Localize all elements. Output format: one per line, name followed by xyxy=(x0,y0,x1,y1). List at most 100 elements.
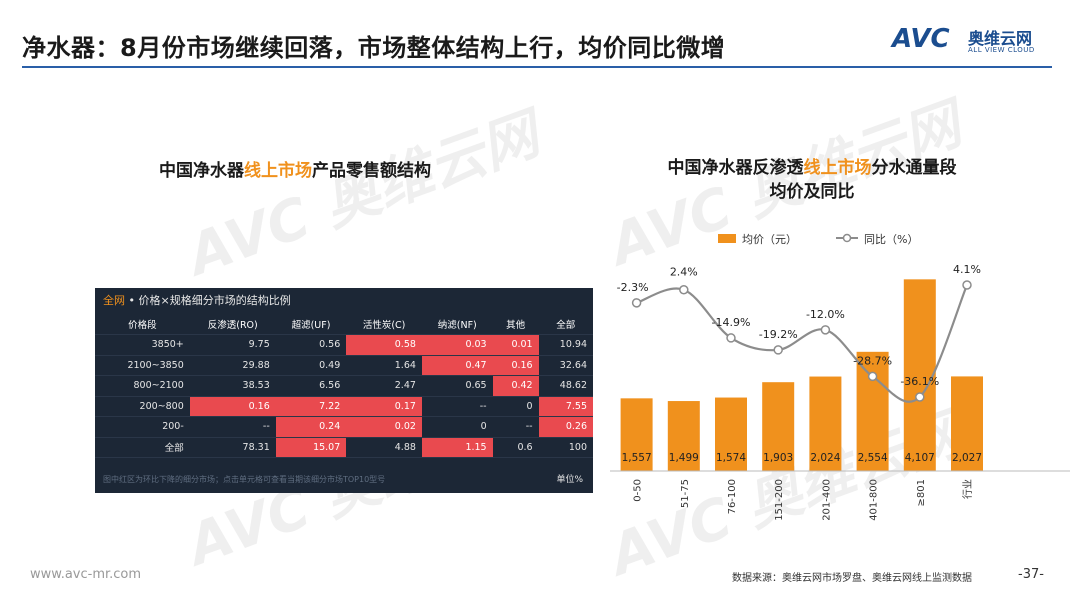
category-label: 76-100 xyxy=(727,479,738,514)
market-structure-panel: 全网 • 价格×规格细分市场的结构比例 价格段 反渗透(RO) 超滤(UF) 活性炭(… xyxy=(95,288,593,493)
price-segment-cell: 200~800 xyxy=(95,396,190,417)
share-cell[interactable]: 0.24 xyxy=(275,416,347,438)
footer-url[interactable]: www.avc-mr.com xyxy=(30,567,142,582)
share-cell[interactable]: 0.02 xyxy=(346,416,422,438)
yoy-label: -2.3% xyxy=(617,281,649,294)
table-row: 800~2100 38.53 6.56 2.47 0.65 0.42 48.62 xyxy=(95,375,593,397)
column-header: 全部 xyxy=(538,314,593,335)
title-divider xyxy=(22,66,1052,68)
table-row: 2100~3850 29.88 0.49 1.64 0.47 0.16 32.64 xyxy=(95,355,593,376)
yoy-label: 4.1% xyxy=(953,263,981,276)
left-title-pre: 中国净水器 xyxy=(159,161,244,181)
share-cell[interactable]: 6.56 xyxy=(275,375,347,397)
yoy-label: 2.4% xyxy=(670,266,698,279)
avc-logo: AVC 奥维云网 ALL VIEW CLOUD xyxy=(892,24,1052,58)
bar xyxy=(903,279,936,471)
table-row: 200- -- 0.24 0.02 0 -- 0.26 xyxy=(95,416,593,438)
logo-cn: 奥维云网 xyxy=(968,29,1033,48)
yoy-label: -28.7% xyxy=(853,354,892,367)
bar xyxy=(951,376,983,471)
price-segment-cell: 200- xyxy=(95,416,190,438)
share-cell[interactable]: 0.42 xyxy=(492,375,539,397)
left-section-title: 中国净水器线上市场产品零售额结构 xyxy=(95,156,495,181)
panel-header-text: • 价格×规格细分市场的结构比例 xyxy=(125,294,291,307)
share-cell[interactable]: 7.22 xyxy=(275,396,347,417)
share-cell[interactable]: 0.49 xyxy=(275,355,347,376)
share-cell[interactable]: 0.26 xyxy=(538,416,593,438)
bar-value-label: 2,024 xyxy=(810,452,840,464)
price-segment-cell: 2100~3850 xyxy=(95,355,190,376)
share-cell[interactable]: 32.64 xyxy=(538,355,593,376)
left-title-post: 产品零售额结构 xyxy=(312,161,431,181)
yoy-point xyxy=(679,284,689,295)
right-section-title: 中国净水器反渗透线上市场分水通量段 均价及同比 xyxy=(622,156,1002,204)
table-footnote: 图中红区为环比下降的细分市场；点击单元格可查看当期该细分市场TOP10型号 xyxy=(103,475,386,484)
share-cell[interactable]: -- xyxy=(189,416,276,438)
yoy-point xyxy=(867,371,878,382)
share-cell[interactable]: 4.88 xyxy=(346,437,422,458)
bar xyxy=(620,398,653,471)
right-title-line2: 均价及同比 xyxy=(769,182,855,202)
share-cell[interactable]: 0.6 xyxy=(492,437,539,458)
bar xyxy=(809,376,842,471)
share-cell[interactable]: 1.15 xyxy=(421,437,493,458)
share-cell[interactable]: 0.58 xyxy=(346,334,422,356)
share-cell[interactable]: 0.01 xyxy=(492,334,539,356)
column-header: 反渗透(RO) xyxy=(189,314,276,335)
bar-value-label: 1,903 xyxy=(763,452,793,464)
table-header-row: 价格段 反渗透(RO) 超滤(UF) 活性炭(C) 纳滤(NF) 其他 全部 xyxy=(95,314,593,335)
share-cell[interactable]: 0.16 xyxy=(189,396,276,417)
category-label: 401-800 xyxy=(869,479,880,521)
yoy-point xyxy=(726,333,736,343)
share-cell[interactable]: 0 xyxy=(421,416,493,438)
panel-header: 全网 • 价格×规格细分市场的结构比例 xyxy=(103,292,291,308)
yoy-point xyxy=(631,298,642,308)
column-header: 价格段 xyxy=(95,314,190,335)
panel-header-all[interactable]: 全网 xyxy=(103,294,125,307)
yoy-point xyxy=(773,345,783,355)
watermark: AVC 奥维云网 xyxy=(179,101,548,289)
share-cell[interactable]: 0.03 xyxy=(421,334,493,356)
table-unit: 单位% xyxy=(556,475,583,485)
category-label: 151-200 xyxy=(774,479,785,521)
data-source: 数据来源：奥维云网市场罗盘、奥维云网线上监测数据 xyxy=(732,573,972,584)
yoy-point xyxy=(820,325,831,335)
price-segment-cell: 800~2100 xyxy=(95,375,190,397)
share-cell[interactable]: 100 xyxy=(538,437,593,458)
category-label: 201-400 xyxy=(821,479,832,521)
share-cell[interactable]: 0.16 xyxy=(492,355,539,376)
share-cell[interactable]: 10.94 xyxy=(538,334,593,356)
share-cell[interactable]: 78.31 xyxy=(189,437,276,458)
share-cell[interactable]: -- xyxy=(421,396,493,417)
right-title-pre: 中国净水器反渗透 xyxy=(667,158,804,178)
table-body: 3850+ 9.75 0.56 0.58 0.03 0.01 10.94 2100~3850 2… xyxy=(95,334,593,458)
legend-bar-swatch xyxy=(718,234,736,243)
bar xyxy=(715,397,747,471)
table-row: 全部 78.31 15.07 4.88 1.15 0.6 100 xyxy=(95,437,593,458)
share-cell[interactable]: 0 xyxy=(492,396,539,417)
share-cell[interactable]: 2.47 xyxy=(346,375,422,397)
share-cell[interactable]: 48.62 xyxy=(538,375,593,397)
yoy-label: -36.1% xyxy=(900,375,939,388)
category-label: 0-50 xyxy=(633,479,644,502)
share-cell[interactable]: -- xyxy=(492,416,539,438)
logo-mark: AVC xyxy=(892,24,950,54)
avg-price-chart: 均价（元） 同比（%） 1,557 0-50 1,499 51-75 1,574 76-100… xyxy=(610,233,1070,521)
legend-line-label: 同比（%） xyxy=(864,233,918,246)
share-cell[interactable]: 9.75 xyxy=(189,334,276,356)
share-cell[interactable]: 1.64 xyxy=(346,355,422,376)
share-cell[interactable]: 0.47 xyxy=(421,355,493,376)
share-cell[interactable]: 0.56 xyxy=(275,334,347,356)
share-cell[interactable]: 0.65 xyxy=(421,375,493,397)
share-cell[interactable]: 38.53 xyxy=(189,375,276,397)
share-cell[interactable]: 15.07 xyxy=(275,437,347,458)
share-cell[interactable]: 29.88 xyxy=(189,355,276,376)
legend-bar-label: 均价（元） xyxy=(742,233,797,246)
price-segment-cell: 全部 xyxy=(95,437,190,458)
share-cell[interactable]: 7.55 xyxy=(538,396,593,417)
bar-value-label: 2,027 xyxy=(952,452,982,464)
category-label: ≥801 xyxy=(916,479,927,506)
share-cell[interactable]: 0.17 xyxy=(346,396,422,417)
column-header: 纳滤(NF) xyxy=(421,314,493,335)
right-title-highlight: 线上市场 xyxy=(803,158,872,178)
